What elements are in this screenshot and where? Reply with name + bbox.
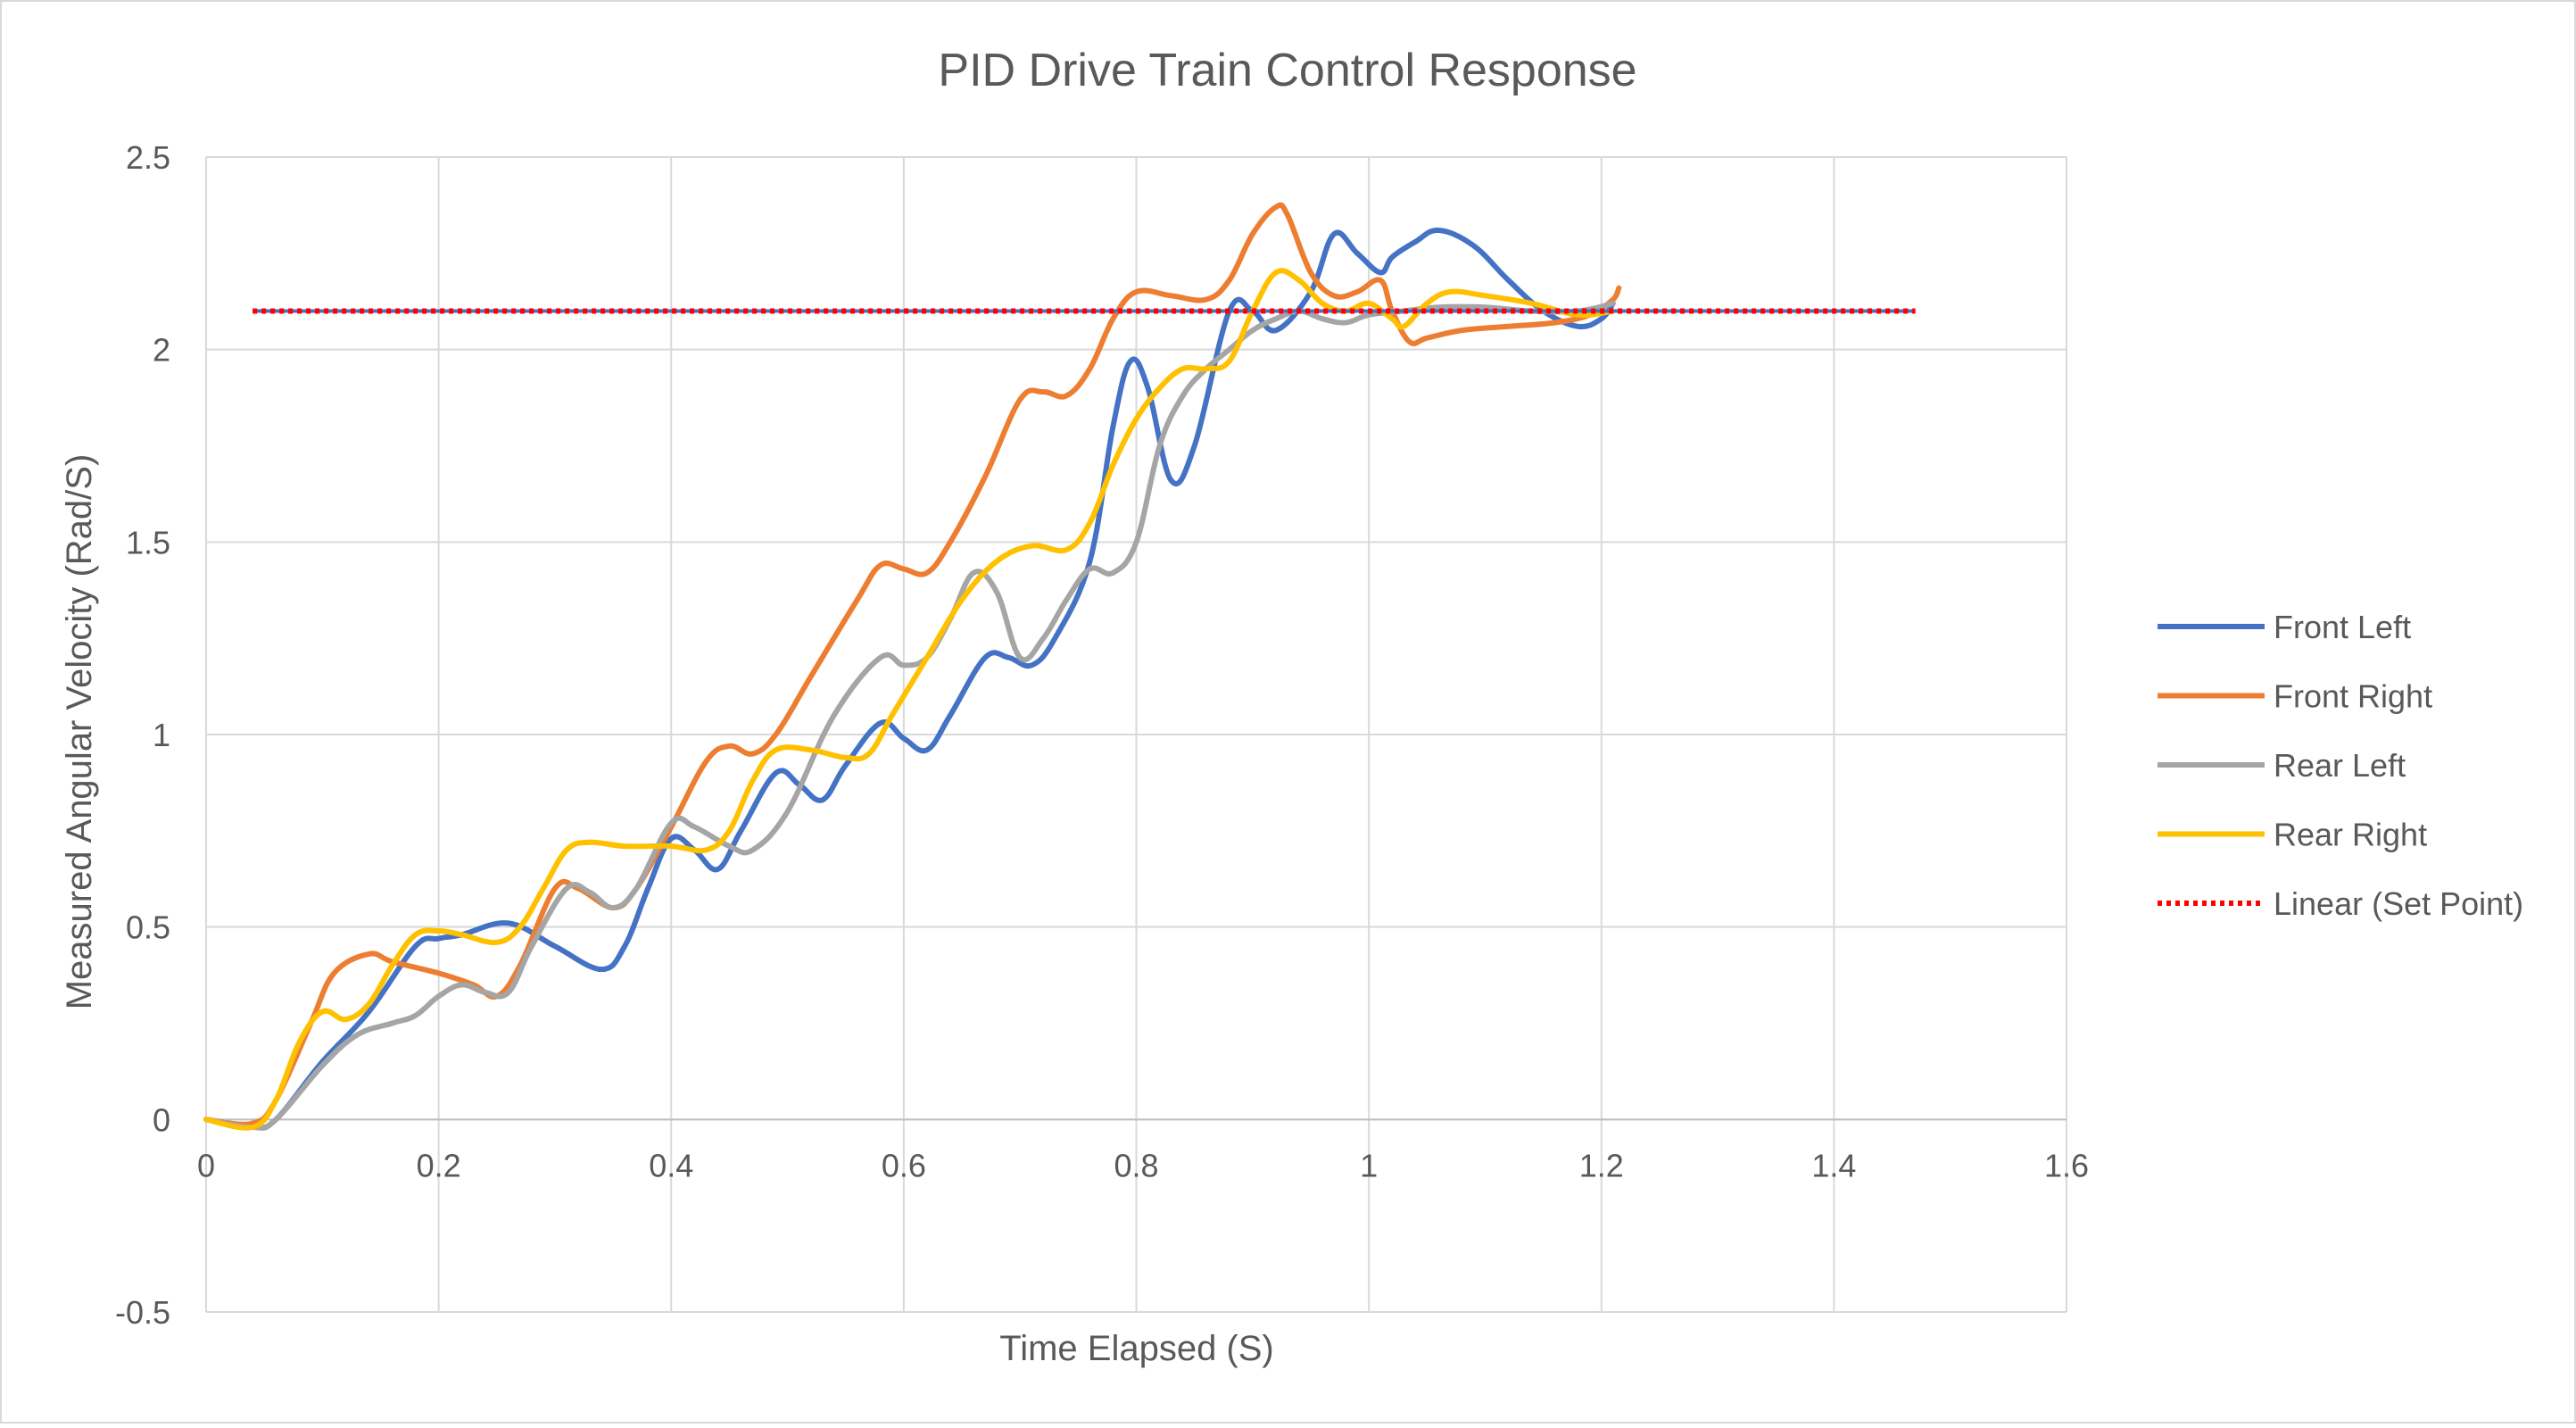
x-tick-label: 1.2 — [1579, 1147, 1624, 1183]
series-line-rear-right — [203, 268, 1616, 1131]
series-lines — [203, 202, 1916, 1131]
x-axis-label: Time Elapsed (S) — [999, 1329, 1274, 1368]
legend-label-rear-left: Rear Left — [2274, 747, 2406, 784]
legend: Front Left Front Right Rear Left Rear Right… — [2158, 609, 2523, 922]
y-tick-label: 1 — [153, 717, 170, 753]
y-tick-label: 1.5 — [126, 524, 170, 560]
y-axis-label: Measured Angular Velocity (Rad/S) — [60, 454, 99, 1010]
chart-title: PID Drive Train Control Response — [938, 45, 1636, 96]
x-tick-label: 0.8 — [1114, 1147, 1158, 1183]
legend-label-front-left: Front Left — [2274, 609, 2411, 645]
x-tick-label: 1 — [1360, 1147, 1378, 1183]
x-tick-label: 0.4 — [649, 1147, 693, 1183]
x-tick-label: 1.6 — [2044, 1147, 2089, 1183]
x-tick-label: 0.6 — [882, 1147, 926, 1183]
x-tick-label: 0 — [197, 1147, 215, 1183]
legend-label-front-right: Front Right — [2274, 678, 2432, 715]
y-tick-label: -0.5 — [115, 1294, 170, 1331]
x-tick-label: 1.4 — [1811, 1147, 1856, 1183]
legend-label-rear-right: Rear Right — [2274, 817, 2427, 853]
y-tick-label: 0 — [153, 1101, 170, 1138]
y-tick-label: 2.5 — [126, 139, 170, 176]
y-tick-label: 0.5 — [126, 909, 170, 946]
y-axis-tick-labels: -0.5 0 0.5 1 1.5 2 2.5 — [115, 139, 170, 1331]
x-axis-tick-labels: 0 0.2 0.4 0.6 0.8 1 1.2 1.4 1.6 — [197, 1147, 2089, 1183]
y-tick-label: 2 — [153, 332, 170, 369]
legend-label-linear-set-point: Linear (Set Point) — [2274, 885, 2523, 922]
x-tick-label: 0.2 — [417, 1147, 461, 1183]
